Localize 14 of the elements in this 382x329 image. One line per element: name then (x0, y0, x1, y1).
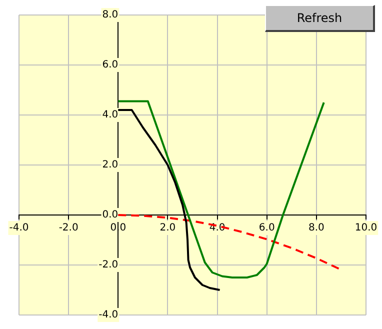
x-tick-label: 8.0 (308, 222, 324, 234)
refresh-button: Refresh (265, 5, 375, 32)
x-tick-label: 6.0 (258, 222, 275, 234)
y-tick-label: -4.0 (98, 310, 118, 321)
y-tick-label: 0.0 (102, 210, 118, 221)
y-tick-label: 8.0 (102, 10, 118, 21)
x-tick-label: 2.0 (160, 222, 176, 234)
y-tick-label: 2.0 (102, 160, 118, 171)
y-tick-label: 6.0 (102, 60, 118, 71)
y-tick-label: 4.0 (102, 110, 118, 121)
x-tick-label: 10.0 (354, 222, 378, 234)
y-tick-label: -2.0 (98, 260, 118, 271)
x-tick-label: -4.0 (9, 222, 29, 234)
x-tick-label: -2.0 (58, 222, 78, 234)
